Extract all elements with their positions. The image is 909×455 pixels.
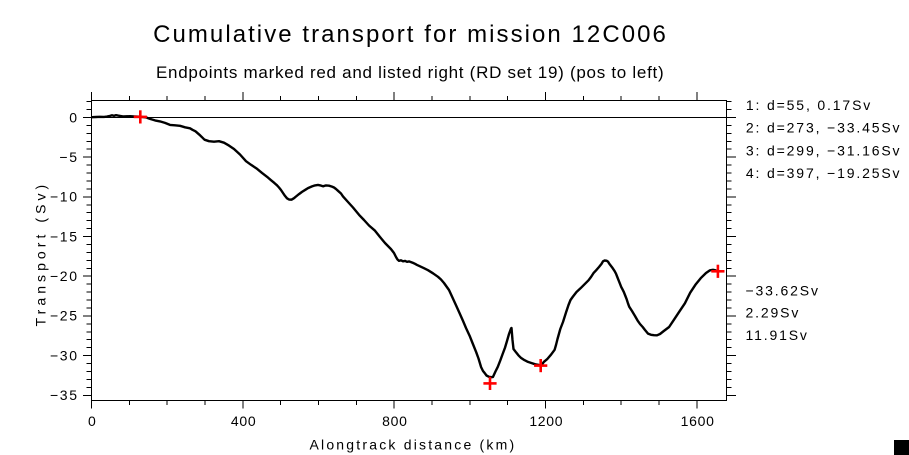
svg-text:1: d=55, 0.17Sv: 1: d=55, 0.17Sv xyxy=(746,97,872,113)
svg-text:−10: −10 xyxy=(50,189,79,205)
svg-text:800: 800 xyxy=(382,413,407,429)
svg-text:−30: −30 xyxy=(50,347,79,363)
svg-text:−35: −35 xyxy=(50,387,79,403)
svg-text:1600: 1600 xyxy=(681,413,715,429)
svg-text:11.91Sv: 11.91Sv xyxy=(746,327,809,343)
svg-text:−5: −5 xyxy=(59,149,78,165)
svg-text:Transport (Sv): Transport (Sv) xyxy=(33,181,49,327)
svg-text:400: 400 xyxy=(231,413,256,429)
svg-text:−25: −25 xyxy=(50,308,79,324)
svg-text:3: d=299, −31.16Sv: 3: d=299, −31.16Sv xyxy=(746,142,902,158)
svg-text:4: d=397, −19.25Sv: 4: d=397, −19.25Sv xyxy=(746,165,902,181)
svg-text:0: 0 xyxy=(69,109,78,125)
svg-text:2.29Sv: 2.29Sv xyxy=(746,305,801,321)
svg-text:2: d=273, −33.45Sv: 2: d=273, −33.45Sv xyxy=(746,120,902,136)
svg-text:0: 0 xyxy=(88,413,97,429)
svg-text:−33.62Sv: −33.62Sv xyxy=(746,282,820,298)
svg-text:1200: 1200 xyxy=(529,413,563,429)
svg-text:Endpoints marked red and liste: Endpoints marked red and listed right (R… xyxy=(156,63,664,82)
svg-text:Cumulative transport for missi: Cumulative transport for mission 12C006 xyxy=(153,21,668,48)
svg-text:−20: −20 xyxy=(50,268,79,284)
svg-text:−15: −15 xyxy=(50,228,79,244)
svg-text:Alongtrack distance (km): Alongtrack distance (km) xyxy=(309,436,516,452)
